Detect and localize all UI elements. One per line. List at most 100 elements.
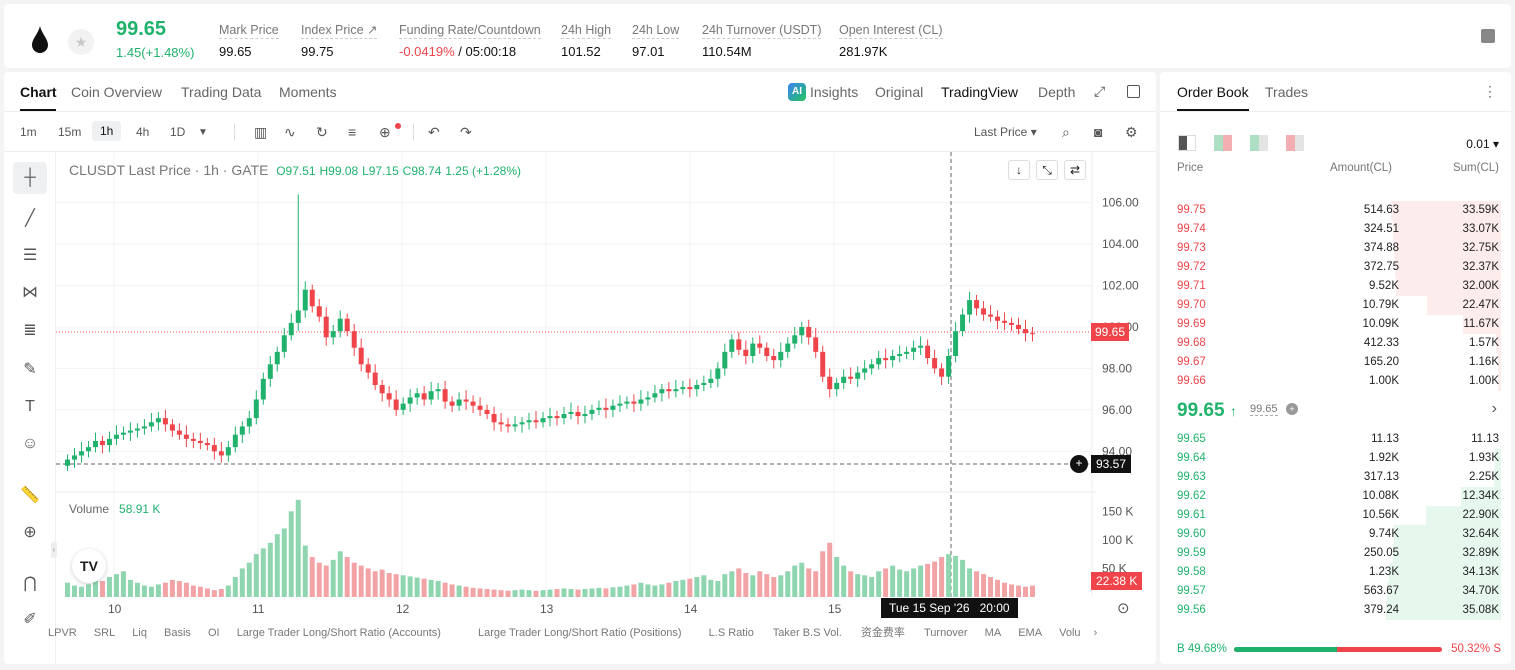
indicator-volume[interactable]: Volu [1059,627,1081,639]
ask-row[interactable]: 99.68 412.33 1.57K [1160,334,1511,353]
stat-label[interactable]: Funding Rate/Countdown [399,23,541,39]
bid-row[interactable]: 99.64 1.92K 1.93K [1160,449,1511,468]
more-options-icon[interactable]: ⋮ [1483,83,1497,99]
replay-icon[interactable]: ↻ [316,124,328,140]
precision-select[interactable]: 0.01 ▾ [1466,137,1499,151]
tab-insights[interactable]: Insights [810,84,859,100]
layout-square-icon[interactable] [1127,85,1140,98]
tab-trading-data[interactable]: Trading Data [181,84,262,100]
ask-row[interactable]: 99.73 374.88 32.75K [1160,239,1511,258]
chevron-right-icon[interactable]: › [1491,400,1497,417]
crosshair-tool-icon[interactable]: ┼ [13,162,47,194]
indicator-taker-bs-vol[interactable]: Taker B.S Vol. [772,627,842,639]
view-split-icon[interactable] [1214,135,1232,151]
settings-gear-icon[interactable]: ⚙ [1125,124,1138,140]
tab-depth[interactable]: Depth [1038,84,1076,100]
stat-label[interactable]: Open Interest (CL) [839,23,943,39]
candle-type-icon[interactable]: ▥ [254,124,268,140]
view-both-icon[interactable] [1178,135,1196,151]
indicator-srl[interactable]: SRL [93,627,116,639]
tab-order-book[interactable]: Order Book [1177,84,1249,100]
price-type-select[interactable]: Last Price ▾ [974,125,1037,139]
indicator-liq[interactable]: Liq [132,627,147,639]
indicator-funding-rate[interactable]: 资金费率 [860,627,905,639]
mid-price[interactable]: 99.65 ↑ [1177,400,1237,422]
stat-label[interactable]: Index Price ↗ [301,23,378,39]
bid-row[interactable]: 99.57 563.67 34.70K [1160,582,1511,601]
collapse-arrow-icon[interactable]: ↓ [1008,160,1030,180]
view-bids-icon[interactable] [1250,135,1268,151]
emoji-tool-icon[interactable]: ☺ [21,435,39,452]
templates-icon[interactable]: ≡ [348,124,357,140]
tab-moments[interactable]: Moments [279,84,337,100]
indicator-oi[interactable]: OI [208,627,220,639]
ask-row[interactable]: 99.75 514.63 33.59K [1160,201,1511,220]
shield-info-icon[interactable]: + [1286,403,1298,415]
indicator-ls-ratio[interactable]: L.S Ratio [708,627,754,639]
fullscreen-arrows-icon[interactable]: ⤡ [1036,160,1058,180]
bid-row[interactable]: 99.58 1.23K 34.13K [1160,563,1511,582]
guide-book-icon[interactable] [1481,29,1495,43]
timeframe-1m[interactable]: 1m [20,125,37,139]
redo-icon[interactable]: ↷ [460,124,472,140]
collapse-sidebar-icon[interactable]: ‹ [51,542,57,558]
tab-trades[interactable]: Trades [1265,84,1309,100]
view-asks-icon[interactable] [1286,135,1304,151]
tab-tradingview[interactable]: TradingView [941,84,1019,100]
ask-row[interactable]: 99.71 9.52K 32.00K [1160,277,1511,296]
tab-chart[interactable]: Chart [20,84,57,100]
indicator-basis[interactable]: Basis [164,627,191,639]
timeframe-1d[interactable]: 1D [170,125,186,139]
trendline-tool-icon[interactable]: ╱ [25,210,35,227]
volume-bar [995,579,1001,597]
bid-row[interactable]: 99.63 317.13 2.25K [1160,468,1511,487]
ask-row[interactable]: 99.66 1.00K 1.00K [1160,372,1511,391]
fibonacci-tool-icon[interactable]: ≣ [23,322,37,339]
pencil-lock-tool-icon[interactable]: ✐ [23,611,37,628]
timeframe-15m[interactable]: 15m [58,125,82,139]
candlestick-chart[interactable]: 106.00104.00102.00100.0098.0096.0094.00 … [56,152,1156,624]
brush-tool-icon[interactable]: ✎ [23,361,37,378]
add-alert-plus-icon[interactable]: + [1070,455,1088,473]
indicator-ltlsr-positions[interactable]: Large Trader Long/Short Ratio (Positions… [477,627,682,639]
bid-row[interactable]: 99.56 379.24 35.08K [1160,601,1511,620]
indicator-scroll-right-icon[interactable]: › [1093,627,1098,639]
search-icon[interactable]: ⌕ [1062,124,1070,140]
bid-row[interactable]: 99.60 9.74K 32.64K [1160,525,1511,544]
zoom-tool-icon[interactable]: ⊕ [23,524,37,541]
ask-row[interactable]: 99.72 372.75 32.37K [1160,258,1511,277]
magnet-tool-icon[interactable]: ⋂ [23,575,37,592]
indicator-ema[interactable]: EMA [1018,627,1043,639]
add-indicator-icon[interactable]: ⊕ [379,124,391,140]
indicators-icon[interactable]: ∿ [284,124,296,140]
timeframe-dropdown-icon[interactable]: ▼ [198,127,208,138]
tab-coin-overview[interactable]: Coin Overview [71,84,163,100]
indicator-ltlsr-accounts[interactable]: Large Trader Long/Short Ratio (Accounts) [236,627,441,639]
ask-row[interactable]: 99.69 10.09K 11.67K [1160,315,1511,334]
ask-row[interactable]: 99.67 165.20 1.16K [1160,353,1511,372]
stat-label[interactable]: Mark Price [219,23,279,39]
text-tool-icon[interactable]: T [25,398,35,415]
ask-row[interactable]: 99.74 324.51 33.07K [1160,220,1511,239]
bid-row[interactable]: 99.65 11.13 11.13 [1160,430,1511,449]
ask-row[interactable]: 99.70 10.79K 22.47K [1160,296,1511,315]
camera-icon[interactable]: ◙ [1094,124,1103,140]
undo-icon[interactable]: ↶ [428,124,440,140]
timeframe-1h[interactable]: 1h [92,121,122,141]
expand-icon[interactable]: ⤢ [1094,83,1106,99]
indicator-ma[interactable]: MA [984,627,1002,639]
bid-row[interactable]: 99.59 250.05 32.89K [1160,544,1511,563]
favorite-star-icon[interactable]: ★ [68,29,94,55]
tradingview-logo-icon[interactable]: TV [72,549,106,583]
bid-row[interactable]: 99.61 10.56K 22.90K [1160,506,1511,525]
tab-original[interactable]: Original [875,84,924,100]
pattern-tool-icon[interactable]: ⋈ [22,284,38,301]
chart-settings-icon[interactable]: ⊙ [1117,600,1130,617]
indicator-lpvr[interactable]: LPVR [48,627,77,639]
bid-row[interactable]: 99.62 10.08K 12.34K [1160,487,1511,506]
horizontal-lines-tool-icon[interactable]: ☰ [22,247,38,264]
ruler-tool-icon[interactable]: 📏 [20,487,40,504]
compare-icon[interactable]: ⇄ [1064,160,1086,180]
timeframe-4h[interactable]: 4h [136,125,150,139]
indicator-turnover[interactable]: Turnover [923,627,968,639]
